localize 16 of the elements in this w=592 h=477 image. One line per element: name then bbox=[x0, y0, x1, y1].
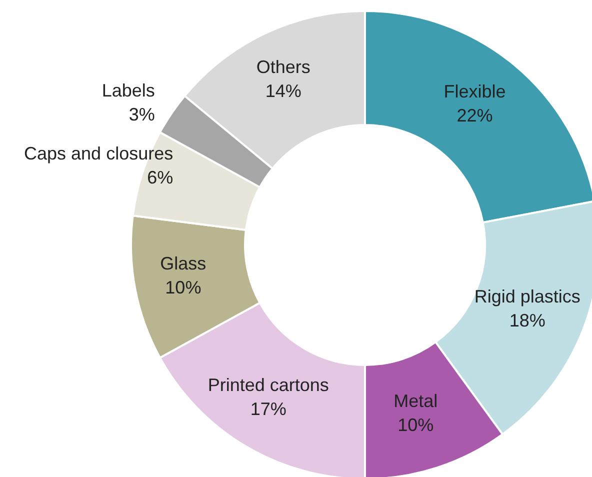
data-label: 14% bbox=[265, 81, 302, 102]
data-label: 17% bbox=[250, 398, 286, 419]
slice-label: Glass bbox=[160, 254, 206, 274]
data-label: 3% bbox=[128, 104, 155, 125]
slice-label: Others bbox=[256, 57, 310, 78]
data-label: 22% bbox=[456, 105, 493, 126]
slice-label: Caps and closures bbox=[24, 143, 174, 164]
slice-label: Printed cartons bbox=[208, 374, 329, 395]
slice-label: Flexible bbox=[444, 81, 506, 102]
data-label: 6% bbox=[147, 167, 174, 188]
slice-label: Labels bbox=[102, 80, 155, 101]
slice-label: Metal bbox=[394, 391, 438, 412]
data-label: 18% bbox=[509, 310, 546, 330]
data-label: 10% bbox=[165, 278, 202, 298]
data-label: 10% bbox=[398, 415, 434, 436]
slice-label: Rigid plastics bbox=[474, 286, 580, 306]
